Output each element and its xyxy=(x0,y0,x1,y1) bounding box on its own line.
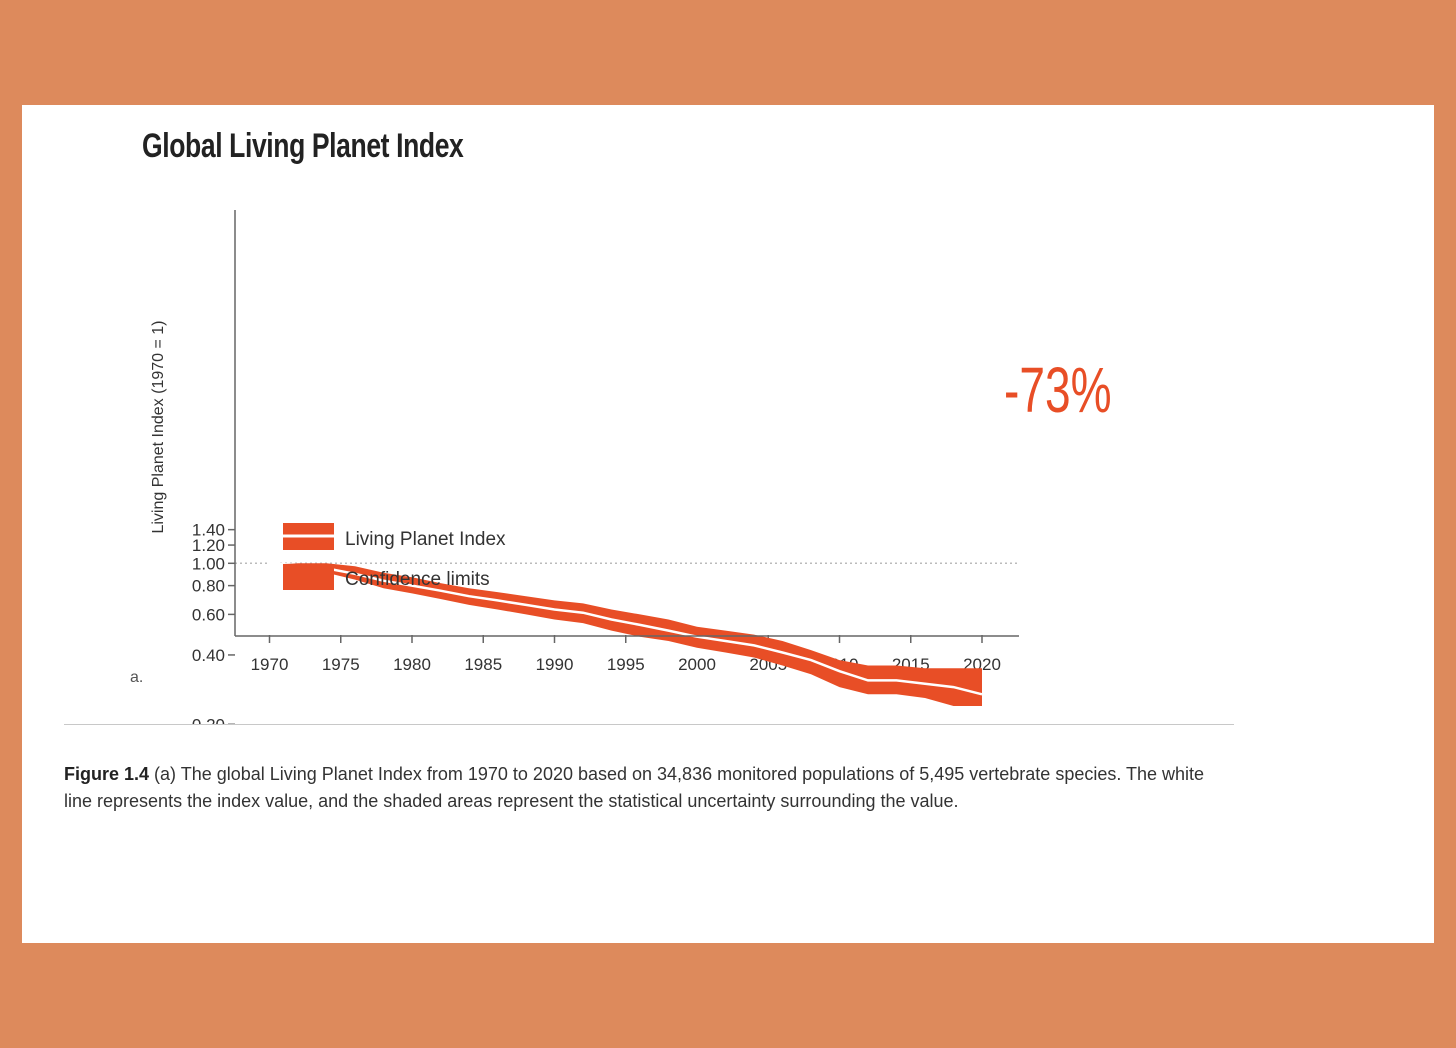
y-tick-label: 1.40 xyxy=(192,521,225,540)
y-axis-label: Living Planet Index (1970 = 1) xyxy=(150,320,167,533)
legend: Living Planet Index Confidence limits xyxy=(283,523,506,590)
figure-card: Global Living Planet Index 1.40 1.20 1.00 0… xyxy=(22,105,1434,943)
x-tick-label: 1975 xyxy=(322,655,360,674)
decline-annotation: -73% xyxy=(1004,355,1112,426)
y-tick-label: 0.40 xyxy=(192,646,225,665)
chart-title: Global Living Planet Index xyxy=(142,127,464,165)
y-axis: 1.401.201.000.800.600.400.200.100.05 xyxy=(192,521,235,725)
caption-divider xyxy=(64,724,1234,725)
x-tick-label: 2000 xyxy=(678,655,716,674)
y-tick-label: 0.60 xyxy=(192,605,225,624)
chart-plot: 1.401.201.000.800.600.400.200.100.05 197… xyxy=(150,210,1112,725)
x-tick-label: 1970 xyxy=(251,655,289,674)
figure-caption: Figure 1.4 (a) The global Living Planet … xyxy=(64,761,1224,815)
x-tick-label: 1995 xyxy=(607,655,645,674)
legend-swatch-index-line xyxy=(283,534,334,538)
legend-swatch-confidence xyxy=(283,564,334,590)
x-tick-label: 1985 xyxy=(464,655,502,674)
legend-label-index: Living Planet Index xyxy=(345,529,506,550)
y-tick-label: 0.80 xyxy=(192,577,225,596)
caption-text: (a) The global Living Planet Index from … xyxy=(64,764,1205,811)
y-tick-label: 0.20 xyxy=(192,715,225,725)
confidence-band xyxy=(269,563,982,706)
panel-letter: a. xyxy=(130,669,144,686)
x-tick-label: 1980 xyxy=(393,655,431,674)
x-tick-label: 1990 xyxy=(536,655,574,674)
legend-label-confidence: Confidence limits xyxy=(345,569,490,590)
y-tick-label: 1.00 xyxy=(192,554,225,573)
caption-label: Figure 1.4 xyxy=(64,764,150,784)
index-line xyxy=(269,562,983,696)
y-tick-label: 1.20 xyxy=(192,536,225,555)
